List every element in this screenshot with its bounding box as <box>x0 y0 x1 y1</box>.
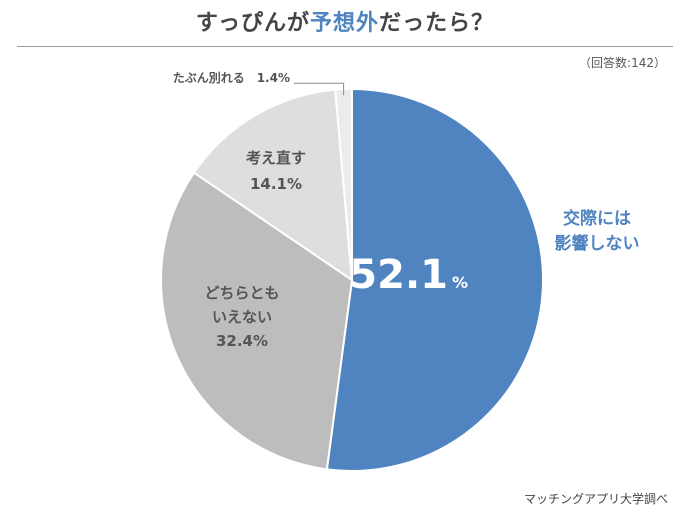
chart-title-after: だったら？ <box>379 11 495 36</box>
pie-slice-no-effect <box>325 87 544 472</box>
slice-label-no-effect: 交際には影響しない <box>555 208 640 254</box>
unit-label-no-effect: % <box>452 273 468 292</box>
respondents-note: （回答数:142） <box>579 56 666 70</box>
chart-title: すっぴんが予想外だったら？ <box>0 4 690 44</box>
title-divider <box>17 46 673 47</box>
slice-label-reconsider: 考え直す 14.1% <box>246 149 306 193</box>
chart-title-accent: 予想外 <box>310 11 380 36</box>
source-credit: マッチングアプリ大学調べ <box>523 492 668 506</box>
value-label-no-effect: 52.1 <box>349 252 448 298</box>
slice-label-undecided: どちらともいえない 32.4% <box>204 284 279 350</box>
pie-slice-undecided <box>160 171 354 471</box>
pie-slice-reconsider <box>192 88 354 283</box>
slice-label-break-up: たぶん別れる 1.4% <box>173 71 290 85</box>
chart-title-before: すっぴんが <box>195 11 311 36</box>
callout-line-break-up <box>294 82 345 96</box>
